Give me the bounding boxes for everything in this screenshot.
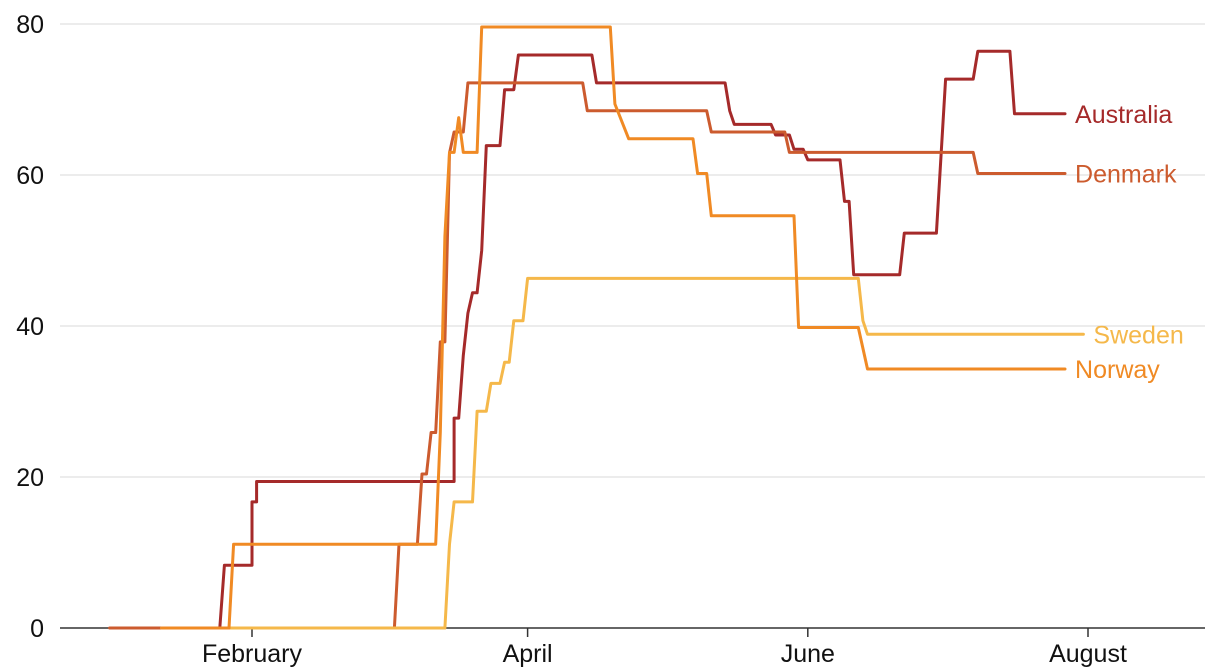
y-tick-label: 80: [16, 11, 44, 39]
series-label-norway: Norway: [1075, 356, 1160, 384]
x-tick-label: August: [1049, 640, 1127, 668]
series-label-australia: Australia: [1075, 101, 1172, 129]
series-label-sweden: Sweden: [1093, 321, 1183, 349]
y-tick-label: 60: [16, 162, 44, 190]
x-tick-label: June: [781, 640, 835, 668]
series-lines: [108, 25, 1085, 630]
y-tick-label: 0: [30, 615, 44, 643]
y-tick-label: 20: [16, 464, 44, 492]
gridlines: 0 20 40 60 80: [16, 11, 1205, 643]
series-line-australia: [160, 49, 1067, 630]
series-line-norway: [160, 25, 1067, 630]
series-line-denmark: [108, 81, 1067, 630]
series-line-sweden: [160, 276, 1085, 630]
x-tick-label: February: [202, 640, 303, 668]
series-labels: Australia Denmark Sweden Norway: [1075, 101, 1184, 384]
x-tick-label: April: [503, 640, 553, 668]
series-label-denmark: Denmark: [1075, 160, 1177, 188]
axes: February April June August: [60, 627, 1205, 668]
y-tick-label: 40: [16, 313, 44, 341]
